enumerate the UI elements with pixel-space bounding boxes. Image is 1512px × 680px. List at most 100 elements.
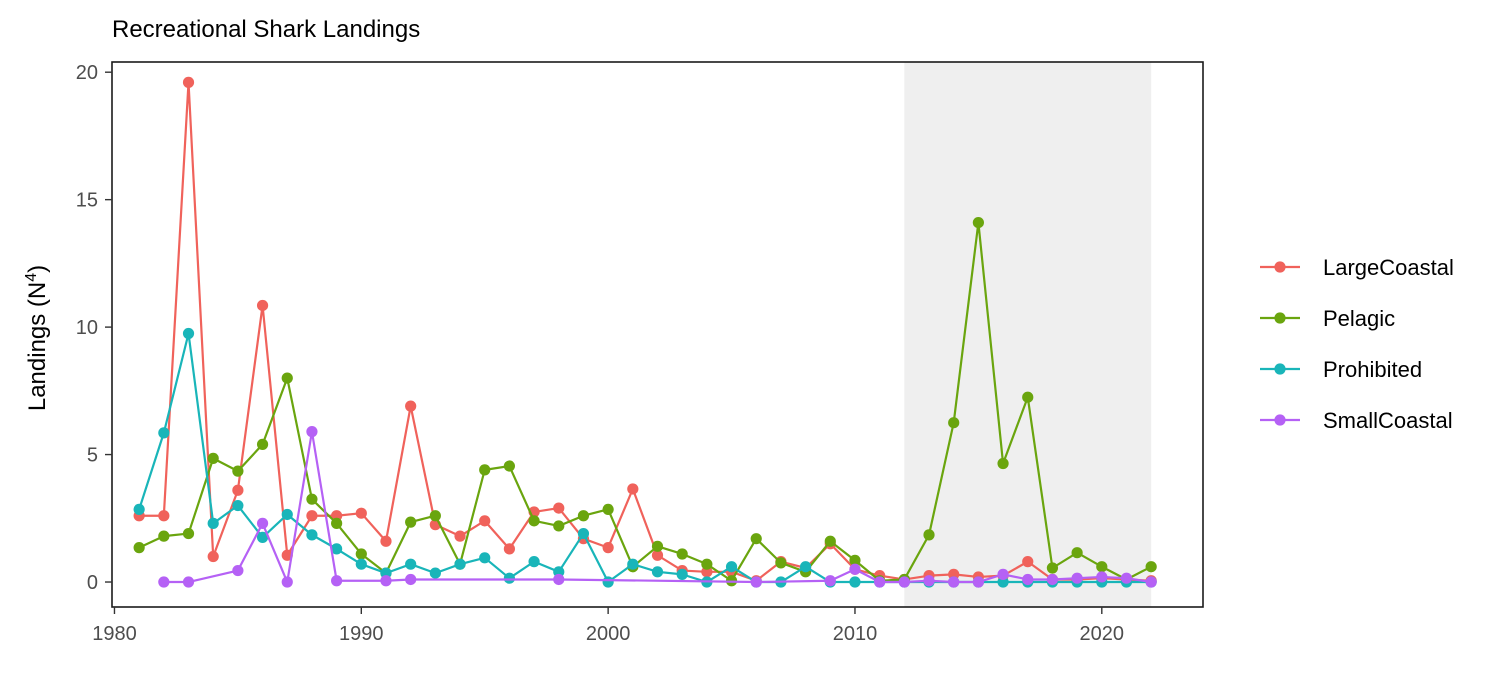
data-point-Prohibited [331, 543, 343, 555]
data-point-Pelagic [602, 503, 614, 515]
data-point-SmallCoastal [232, 564, 244, 577]
data-point-LargeCoastal [380, 535, 392, 547]
data-point-Pelagic [997, 457, 1009, 470]
data-point-Pelagic [1046, 562, 1059, 574]
data-point-LargeCoastal [479, 515, 491, 527]
data-point-SmallCoastal [1096, 571, 1108, 583]
x-tick-label: 2010 [833, 623, 878, 645]
data-point-SmallCoastal [306, 426, 318, 438]
data-point-Prohibited [306, 529, 318, 541]
data-point-Prohibited [799, 561, 812, 573]
data-point-SmallCoastal [874, 576, 886, 588]
data-point-SmallCoastal [158, 576, 170, 588]
data-point-Pelagic [577, 510, 590, 522]
data-point-SmallCoastal [256, 517, 269, 529]
data-point-Prohibited [454, 558, 466, 570]
y-axis-title: Landings (N4) [23, 265, 51, 411]
data-point-Prohibited [405, 558, 417, 570]
data-point-LargeCoastal [602, 542, 614, 554]
data-point-Pelagic [405, 516, 417, 528]
data-point-Prohibited [182, 327, 195, 340]
legend-key-point [1274, 312, 1286, 324]
data-point-LargeCoastal [405, 400, 417, 412]
data-point-Pelagic [528, 515, 540, 527]
data-point-Pelagic [651, 540, 664, 552]
data-point-Pelagic [923, 529, 935, 541]
data-point-Pelagic [232, 465, 244, 477]
data-point-Prohibited [232, 499, 244, 512]
data-point-Prohibited [503, 572, 516, 584]
data-point-Pelagic [256, 438, 269, 450]
data-point-LargeCoastal [306, 510, 318, 522]
data-point-Pelagic [182, 527, 195, 540]
x-tick-label: 1980 [92, 623, 137, 645]
data-point-Pelagic [553, 520, 565, 532]
data-point-Pelagic [306, 493, 318, 505]
data-point-Prohibited [479, 552, 491, 564]
data-point-Pelagic [972, 216, 984, 229]
data-point-Prohibited [207, 517, 219, 529]
data-point-LargeCoastal [158, 510, 170, 522]
y-axis-title-close: ) [24, 265, 51, 273]
data-point-LargeCoastal [256, 299, 269, 312]
data-point-Prohibited [281, 508, 293, 521]
data-point-SmallCoastal [182, 576, 195, 588]
data-point-SmallCoastal [849, 563, 861, 575]
legend-item-LargeCoastal: LargeCoastal [1260, 255, 1454, 280]
y-tick-label: 0 [87, 572, 98, 594]
panel-border [111, 61, 1204, 608]
data-point-SmallCoastal [898, 576, 910, 588]
y-axis: 0 5 10 15 20 [76, 62, 112, 594]
data-point-Pelagic [1096, 561, 1108, 573]
data-point-SmallCoastal [553, 573, 565, 586]
data-point-Prohibited [725, 561, 738, 573]
data-point-Pelagic [158, 530, 170, 542]
data-point-Pelagic [1145, 561, 1157, 573]
data-point-SmallCoastal [1145, 576, 1157, 588]
plot-panel [111, 61, 1204, 608]
x-tick-label: 2000 [586, 623, 631, 645]
data-point-Pelagic [207, 452, 219, 464]
data-point-SmallCoastal [750, 576, 762, 588]
y-axis-title-text: Landings (N [24, 282, 51, 411]
legend-item-SmallCoastal: SmallCoastal [1260, 408, 1453, 433]
data-point-Prohibited [676, 568, 688, 580]
series-line-Pelagic [138, 221, 1152, 582]
data-point-Pelagic [355, 548, 367, 560]
y-tick-label: 5 [87, 445, 98, 467]
data-point-Pelagic [775, 557, 787, 569]
data-point-LargeCoastal [454, 530, 466, 542]
data-point-LargeCoastal [182, 76, 195, 88]
data-point-Pelagic [750, 533, 762, 545]
series-SmallCoastal [158, 426, 1157, 588]
data-point-SmallCoastal [405, 573, 417, 586]
legend-label: LargeCoastal [1323, 255, 1454, 280]
data-point-SmallCoastal [1022, 573, 1034, 586]
chart-title: Recreational Shark Landings [112, 16, 420, 43]
data-point-LargeCoastal [207, 550, 219, 563]
legend: LargeCoastal Pelagic Prohibited SmallCoasta… [1260, 255, 1454, 433]
legend-key-point [1274, 363, 1286, 375]
data-point-Pelagic [948, 417, 960, 429]
data-point-LargeCoastal [503, 543, 516, 555]
data-point-LargeCoastal [627, 483, 639, 495]
data-point-Prohibited [627, 558, 639, 570]
data-point-Pelagic [1071, 547, 1083, 559]
data-point-LargeCoastal [355, 507, 367, 519]
data-point-Prohibited [849, 576, 861, 588]
data-point-Prohibited [651, 566, 664, 578]
y-tick-label: 10 [76, 317, 98, 339]
data-point-Pelagic [281, 372, 293, 384]
data-point-Prohibited [577, 527, 590, 540]
x-tick-label: 2020 [1080, 623, 1125, 645]
data-point-LargeCoastal [232, 484, 244, 496]
data-point-SmallCoastal [281, 576, 293, 588]
data-point-SmallCoastal [923, 575, 935, 587]
data-point-Pelagic [503, 460, 516, 472]
data-point-SmallCoastal [972, 576, 984, 588]
legend-label: Pelagic [1323, 306, 1395, 331]
data-point-Pelagic [676, 548, 688, 560]
x-axis: 1980 1990 2000 2010 2020 [92, 607, 1124, 645]
data-point-Pelagic [133, 542, 145, 554]
legend-label: Prohibited [1323, 357, 1422, 382]
